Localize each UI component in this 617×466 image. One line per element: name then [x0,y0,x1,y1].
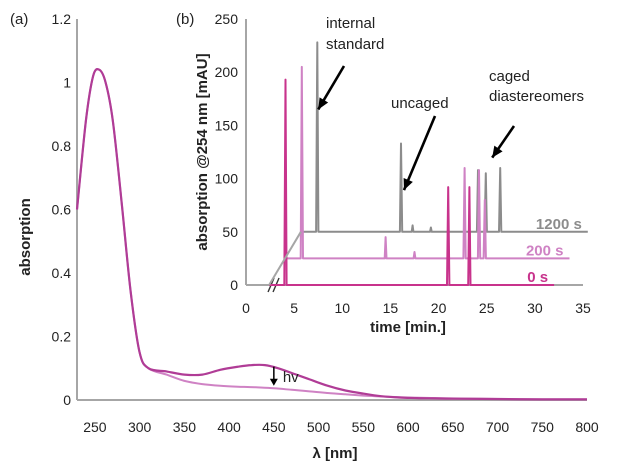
panel-b-annotation-line: standard [326,36,384,53]
panel-b-x-tick-label: 20 [431,300,447,316]
panel-b-y-tick-label: 0 [230,277,238,293]
panel-a-x-tick-label: 700 [486,419,510,435]
panel-a-series-group [75,67,587,401]
panel-a-annotations: hv [269,366,299,386]
panel-b-annotation-uncaged: uncaged [391,95,449,112]
panel-b-x-tick-label: 30 [527,300,543,316]
panel-a-hv-arrowhead [269,378,278,386]
panel-b-y-axis-label: absorption @254 nm [mAU] [194,53,211,250]
panel-b-series-label-1200s: 1200 s [536,216,582,233]
panel-a: (a) 00.20.40.60.811.2 250 300 350 400 450 500… [10,11,599,462]
panel-b-annotation-line: caged [489,68,530,85]
panel-a-x-tick-label: 350 [173,419,197,435]
panel-a-x-axis-label: λ [nm] [313,445,358,462]
panel-b-arrow-uncaged [402,115,437,191]
panel-b-arrow-uncaged-head [403,178,413,191]
panel-b-annotations: internal standard uncaged caged diastereomer… [317,15,584,191]
panel-b-trace-1200s [300,41,588,233]
panel-b-y-tick-label: 100 [215,171,239,187]
panel-b-x-tick-label: 0 [242,300,250,316]
panel-b-x-axis-label: time [min.] [370,319,446,336]
panel-b-annotation-line: internal [326,15,375,32]
panel-a-x-tick-label: 500 [307,419,331,435]
panel-b-series-labels: 0 s 200 s 1200 s [526,216,582,286]
panel-b-y-tick-label: 250 [215,11,239,27]
panel-a-series-line-2 [76,68,587,401]
panel-b-trace-0s [269,78,555,286]
panel-a-y-tick-label: 0 [63,392,71,408]
panel-b-y-tick-label: 50 [222,224,238,240]
panel-a-x-tick-label: 300 [128,419,152,435]
panel-b-y-tick-label: 200 [215,64,239,80]
panel-b-annotation-internal-standard: internal standard [326,15,384,53]
panel-b-x-tick-label: 25 [479,300,495,316]
panel-a-x-tick-label: 800 [575,419,599,435]
panel-b-x-tick-labels: 0 5 10 15 20 25 30 35 [242,300,591,316]
panel-b-x-tick-label: 35 [575,300,591,316]
panel-b-x-tick-label: 10 [334,300,350,316]
panel-a-x-tick-label: 550 [352,419,376,435]
panel-a-y-tick-label: 0.4 [52,265,72,281]
panel-a-y-axis-label: absorption [17,198,34,276]
panel-b-series-group [268,41,588,286]
panel-a-y-tick-labels: 0 0.2 0.4 0.6 0.8 1 1.2 [52,11,72,408]
panel-b-arrow-caged-diastereomers-head [492,145,503,158]
panel-a-x-tick-label: 250 [83,419,107,435]
panel-a-x-tick-labels: 250 300 350 400 450 500 550 600 650 700 750 800 [83,419,599,435]
panel-b-series-label-200s: 200 s [526,242,564,259]
panel-a-x-tick-label: 400 [217,419,241,435]
panel-b-annotation-caged-diastereomers: caged diastereomers [489,68,584,105]
panel-a-series-line-1 [75,67,587,401]
panel-b-x-tick-label: 15 [383,300,399,316]
panel-b: (b) 0 50 100 150 200 250 0 5 10 15 20 25 30 35 0 s 20… [176,11,591,336]
panel-a-x-tick-label: 450 [262,419,286,435]
panel-a-hv-label: hv [283,369,299,386]
panel-b-annotation-line: diastereomers [489,88,584,105]
panel-a-y-tick-label: 0.2 [52,329,72,345]
panel-a-y-tick-label: 0.6 [52,202,72,218]
panel-a-y-tick-label: 1 [63,75,71,91]
panel-a-y-tick-label: 1.2 [52,11,72,27]
panel-b-series-label-0s: 0 s [527,269,548,286]
panel-b-perspective-line [268,231,302,286]
panel-a-x-tick-label: 650 [441,419,465,435]
panel-a-y-tick-label: 0.8 [52,138,72,154]
panel-b-arrow-internal-standard-head [318,97,329,110]
panel-b-y-tick-label: 150 [215,117,239,133]
panel-b-trace-200s [285,65,570,260]
panel-a-x-tick-label: 750 [531,419,555,435]
panel-b-x-tick-label: 5 [290,300,298,316]
panel-b-y-tick-labels: 0 50 100 150 200 250 [215,11,239,293]
panel-a-label: (a) [10,11,28,28]
panel-a-x-tick-label: 600 [396,419,420,435]
panel-b-label: (b) [176,11,194,28]
